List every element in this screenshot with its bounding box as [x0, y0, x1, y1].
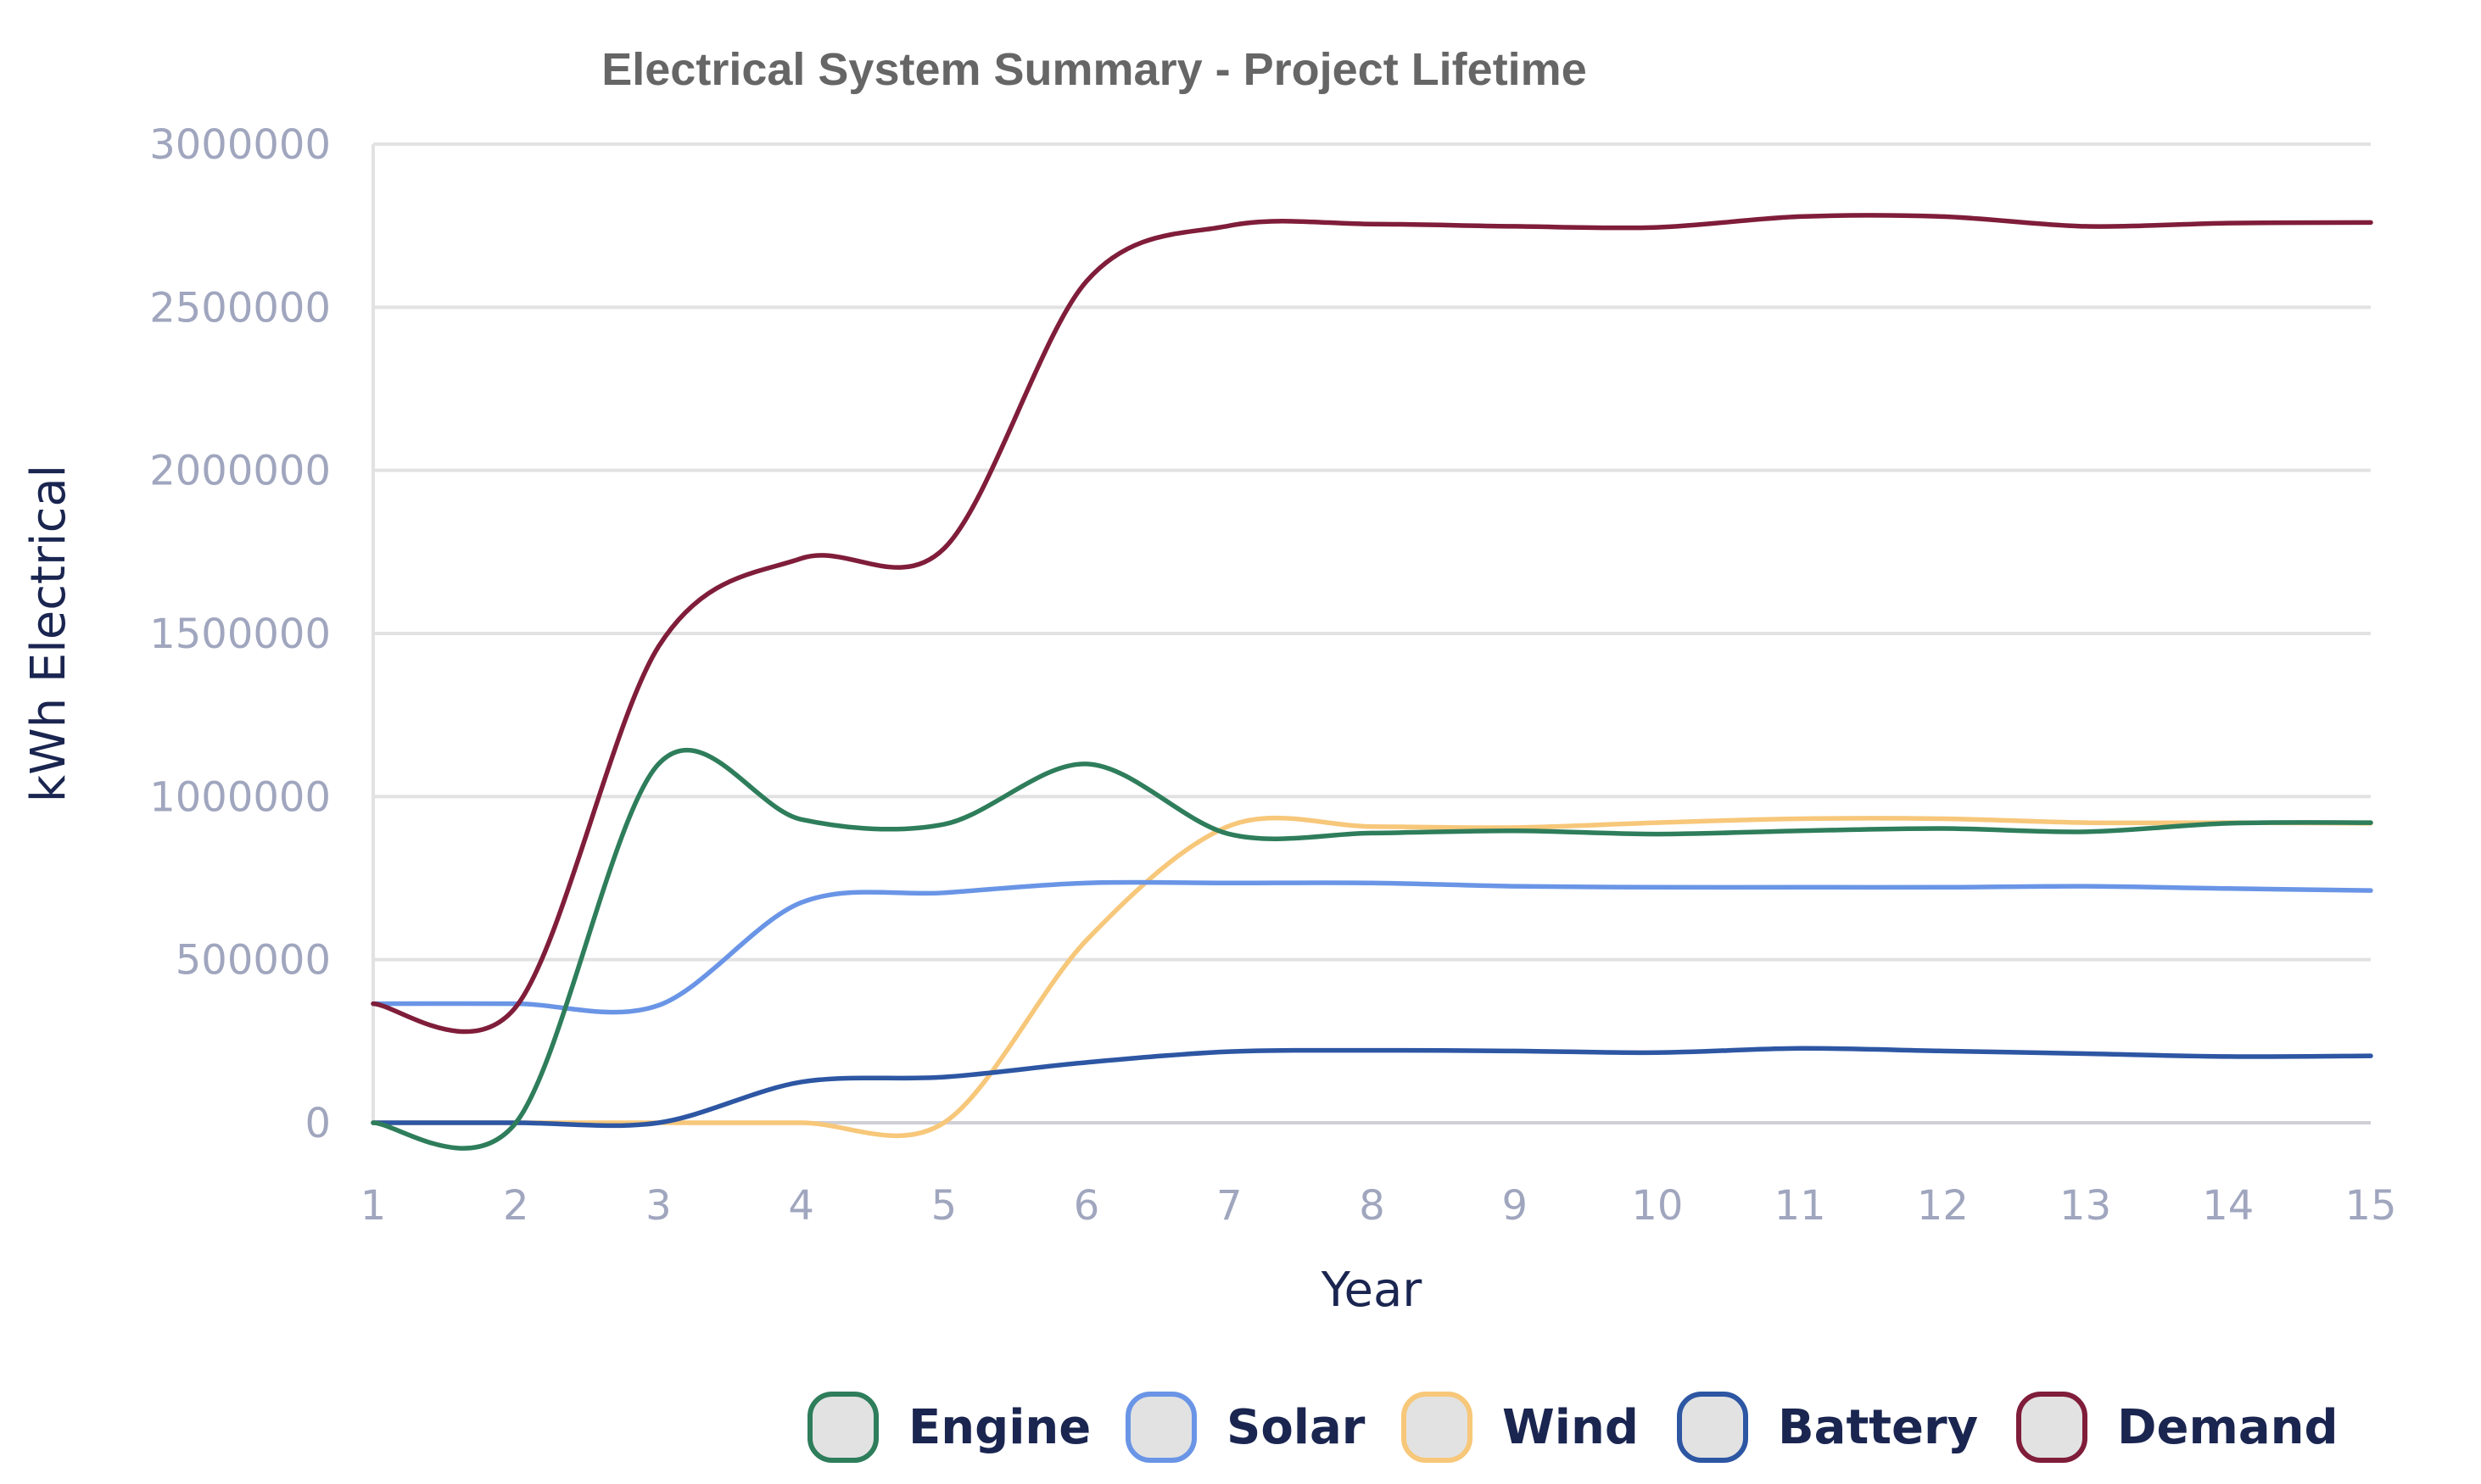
- y-tick-label: 500000: [176, 937, 331, 985]
- legend-swatch: [807, 1392, 879, 1463]
- y-tick-label: 2500000: [149, 284, 331, 332]
- series-line-engine: [371, 748, 2373, 1151]
- x-tick-label: 9: [1501, 1182, 1528, 1230]
- x-tick-label: 3: [645, 1182, 672, 1230]
- y-axis-ticks: 0 500000 1000000 1500000 2000000 2500000 30000…: [149, 121, 331, 1147]
- x-tick-label: 15: [2344, 1182, 2396, 1230]
- gridlines: [373, 142, 2371, 962]
- y-tick-label: 2000000: [149, 448, 331, 495]
- legend-swatch: [1677, 1392, 1748, 1463]
- x-tick-label: 10: [1631, 1182, 1683, 1230]
- x-tick-label: 12: [1917, 1182, 1969, 1230]
- legend-item-demand[interactable]: Demand: [2016, 1392, 2339, 1463]
- y-axis-title: kWh Electrical: [21, 465, 76, 802]
- legend-item-engine[interactable]: Engine: [807, 1392, 1091, 1463]
- x-tick-label: 2: [503, 1182, 529, 1230]
- legend-swatch: [2016, 1392, 2087, 1463]
- legend-item-battery[interactable]: Battery: [1677, 1392, 1978, 1463]
- series-line-battery: [371, 1046, 2373, 1129]
- legend-label: Battery: [1778, 1400, 1978, 1455]
- series-line-solar: [371, 879, 2373, 1015]
- legend-swatch: [1401, 1392, 1472, 1463]
- chart-title: Electrical System Summary - Project Life…: [601, 44, 1586, 95]
- x-tick-label: 1: [360, 1182, 387, 1230]
- x-axis-ticks: 1 2 3 4 5 6 7 8 9 10 11 12 13 14 15: [360, 1182, 2397, 1230]
- legend: Engine Solar Wind Battery Demand: [807, 1392, 2339, 1463]
- x-tick-label: 11: [1774, 1182, 1826, 1230]
- y-tick-label: 3000000: [149, 121, 331, 169]
- x-axis-title: Year: [1321, 1263, 1423, 1318]
- x-tick-label: 4: [788, 1182, 814, 1230]
- legend-item-solar[interactable]: Solar: [1126, 1392, 1366, 1463]
- legend-swatch: [1126, 1392, 1197, 1463]
- legend-item-wind[interactable]: Wind: [1401, 1392, 1639, 1463]
- y-tick-label: 0: [305, 1100, 331, 1147]
- legend-label: Solar: [1227, 1400, 1366, 1455]
- x-tick-label: 7: [1216, 1182, 1243, 1230]
- x-tick-label: 6: [1074, 1182, 1100, 1230]
- x-tick-label: 5: [931, 1182, 958, 1230]
- x-tick-label: 8: [1359, 1182, 1385, 1230]
- legend-label: Engine: [908, 1400, 1091, 1455]
- series-lines: [371, 213, 2373, 1151]
- x-tick-label: 13: [2059, 1182, 2111, 1230]
- legend-label: Demand: [2117, 1400, 2339, 1455]
- y-tick-label: 1000000: [149, 773, 331, 821]
- y-tick-label: 1500000: [149, 611, 331, 658]
- x-tick-label: 14: [2202, 1182, 2254, 1230]
- legend-label: Wind: [1502, 1400, 1639, 1455]
- series-line-wind: [371, 815, 2373, 1139]
- series-line-demand: [371, 213, 2373, 1035]
